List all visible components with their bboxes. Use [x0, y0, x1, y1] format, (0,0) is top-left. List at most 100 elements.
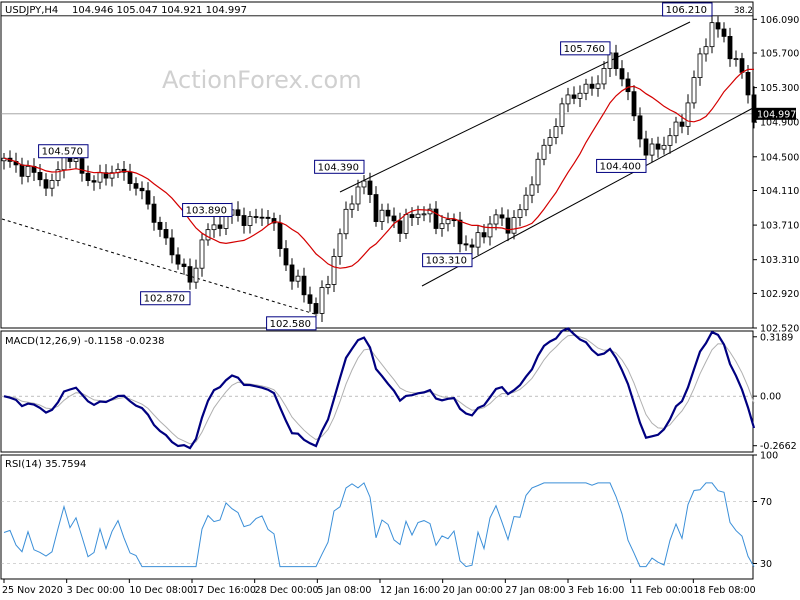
time-tick: 12 Jan 16:00: [379, 579, 440, 596]
time-tick: 18 Feb 08:00: [692, 579, 756, 596]
candle: [535, 152, 541, 193]
annotation-text: 103.890: [186, 206, 227, 217]
candle: [265, 209, 271, 225]
time-tick: 28 Dec 00:00: [254, 579, 319, 596]
macd-axis: 0.3189 0.00 -0.2662: [753, 332, 797, 452]
price-tick-label: 103.310: [760, 255, 799, 266]
macd-tick-label: -0.2662: [760, 441, 797, 452]
price-tick: 103.310: [753, 255, 799, 266]
macd-line: [3, 327, 756, 450]
price-tick-label: 105.300: [760, 83, 799, 94]
rsi-tick: 70: [753, 497, 772, 508]
candle: [379, 203, 385, 231]
candle: [541, 138, 547, 166]
candle: [583, 78, 589, 101]
candle: [55, 161, 61, 187]
price-tick: 104.900: [753, 118, 799, 129]
candle: [217, 216, 223, 237]
candle: [37, 163, 43, 187]
time-tick: 17 Dec 16:00: [191, 579, 256, 596]
price-annotation: 106.210: [662, 2, 713, 17]
candle: [43, 173, 49, 196]
candle: [709, 14, 715, 54]
annotation-text: 102.580: [270, 319, 311, 330]
time-tick-label: 3 Dec 00:00: [67, 585, 125, 596]
price-tick-label: 105.700: [760, 49, 799, 60]
candle: [25, 160, 31, 183]
candle: [343, 201, 349, 240]
candle: [181, 258, 187, 275]
candle: [595, 75, 601, 97]
candle: [139, 181, 145, 200]
candle: [361, 175, 367, 195]
dashed-trend-line: [1, 218, 319, 316]
price-annotation: 102.870: [140, 291, 191, 306]
annotation-text: 104.570: [42, 147, 83, 158]
candle: [349, 195, 355, 218]
candle: [691, 70, 697, 109]
candle: [295, 269, 301, 288]
candle: [145, 182, 151, 210]
candle: [703, 38, 709, 62]
candle: [253, 208, 259, 224]
time-tick-label: 28 Dec 00:00: [255, 585, 319, 596]
candle: [547, 129, 553, 154]
candle: [397, 212, 403, 242]
time-tick-label: 18 Feb 08:00: [693, 585, 755, 596]
candle: [283, 240, 289, 271]
candle: [625, 72, 631, 101]
symbol-label: USDJPY,H4: [5, 5, 58, 16]
candle: [631, 85, 637, 122]
annotation-text: 105.760: [564, 44, 605, 55]
candle: [313, 297, 319, 320]
candle: [163, 221, 169, 245]
candle: [421, 206, 427, 222]
price-annotation: 103.890: [182, 203, 233, 218]
price-tick-label: 104.500: [760, 152, 799, 163]
candle: [529, 176, 535, 204]
price-tick: 104.110: [753, 186, 799, 197]
time-tick-label: 5 Jan 08:00: [317, 585, 371, 596]
price-annotation: 105.760: [560, 41, 611, 56]
candlesticks: [1, 14, 757, 323]
candle: [475, 225, 481, 255]
price-tick-label: 102.920: [760, 289, 799, 300]
macd-tick-label: 0.00: [760, 392, 781, 403]
candle: [247, 211, 253, 234]
candle: [175, 247, 181, 270]
candle: [439, 215, 445, 237]
time-tick: 5 Jan 08:00: [316, 579, 371, 596]
candle: [643, 130, 649, 163]
candle: [211, 216, 217, 238]
rsi-tick-label: 100: [760, 451, 778, 462]
candle: [745, 65, 751, 104]
moving-average-line: [3, 68, 754, 269]
candle: [565, 87, 571, 113]
candle: [157, 216, 163, 237]
time-tick-label: 17 Dec 16:00: [192, 585, 256, 596]
candle: [337, 228, 343, 265]
current-price-tag: 104.997: [754, 107, 796, 120]
time-tick: 20 Jan 00:00: [442, 579, 503, 596]
rsi-tick-label: 70: [760, 497, 772, 508]
candle: [601, 61, 607, 90]
price-tick-label: 102.520: [760, 324, 799, 335]
price-tick-label: 106.090: [760, 15, 799, 26]
candle: [511, 210, 517, 240]
price-tick: 102.920: [753, 289, 799, 300]
candle: [589, 76, 595, 96]
candle: [733, 50, 739, 67]
candle: [571, 86, 577, 105]
annotation-text: 106.210: [666, 5, 707, 16]
annotation-text: 103.310: [426, 256, 467, 267]
candle: [469, 238, 475, 256]
current-price-value: 104.997: [757, 109, 796, 120]
candle: [307, 286, 313, 312]
candle: [49, 173, 55, 197]
candle: [613, 44, 619, 76]
rsi-axis: 100 70 30: [753, 451, 778, 570]
candle: [241, 207, 247, 234]
candle: [505, 209, 511, 242]
price-annotation: 104.570: [38, 144, 89, 159]
